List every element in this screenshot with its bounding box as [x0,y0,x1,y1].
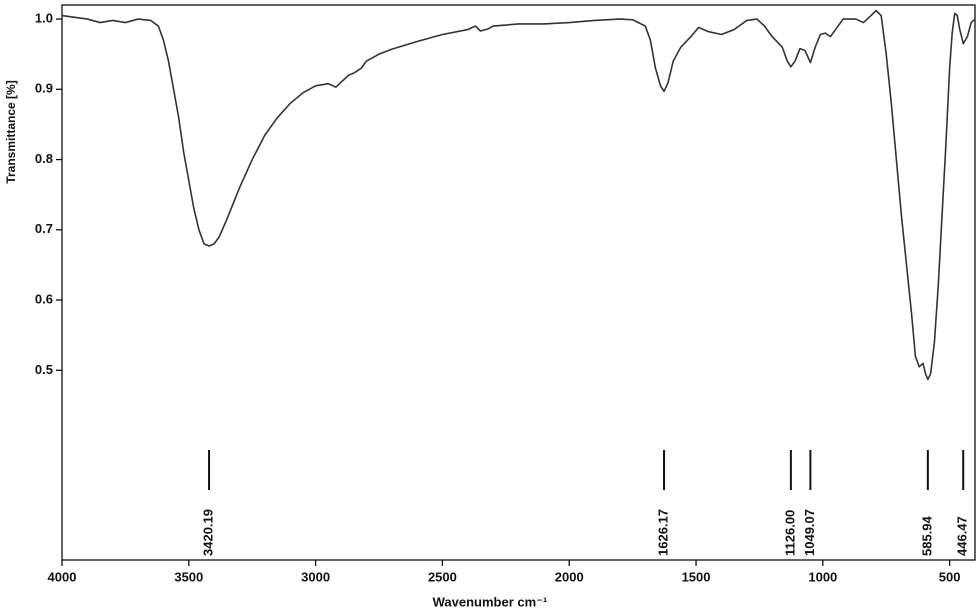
peak-label: 1049.07 [802,509,817,556]
x-tick-label: 4000 [48,569,77,584]
y-tick-label: 0.9 [35,81,53,96]
y-tick-label: 1.0 [35,10,53,25]
y-tick-label: 0.6 [35,292,53,307]
spectrum-line [61,9,976,381]
x-tick-label: 3500 [174,569,203,584]
plot-frame [61,4,976,561]
x-tick-label: 2000 [555,569,584,584]
peak-label: 1626.17 [655,509,670,556]
peak-label: 585.94 [919,515,934,556]
x-axis-label: Wavenumber cm⁻¹ [433,594,548,609]
y-axis-label: Transmittance [%] [4,80,18,183]
y-tick-label: 0.7 [35,221,53,236]
y-tick-label: 0.8 [35,151,53,166]
peak-label: 3420.19 [200,509,215,556]
x-tick-label: 2500 [428,569,457,584]
x-tick-label: 3000 [301,569,330,584]
x-tick-label: 1000 [808,569,837,584]
peak-label: 446.47 [955,516,970,556]
x-tick-label: 500 [939,569,961,584]
x-tick-label: 1500 [682,569,711,584]
y-tick-label: 0.5 [35,362,53,377]
peak-label: 1126.00 [782,510,797,556]
